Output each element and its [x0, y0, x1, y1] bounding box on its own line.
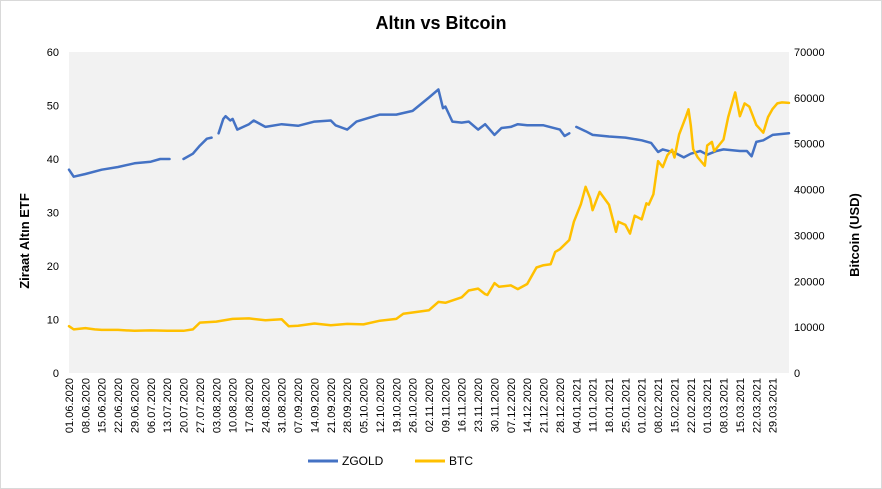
x-axis-ticks: 01.06.2020 08.06.2020 15.06.2020 22.06.2020… [64, 378, 780, 433]
x-tick-label: 14.12.2020 [522, 378, 534, 433]
x-tick-label: 14.09.2020 [309, 378, 321, 433]
x-tick-label: 08.03.2021 [719, 378, 731, 433]
x-tick-label: 21.09.2020 [326, 378, 338, 433]
x-tick-label: 12.10.2020 [375, 378, 387, 433]
chart-title: Altın vs Bitcoin [375, 13, 506, 33]
left-axis-ticks: 0 10 20 30 40 50 60 [47, 47, 59, 380]
right-axis-title: Bitcoin (USD) [847, 193, 862, 277]
x-tick-label: 26.10.2020 [408, 378, 420, 433]
right-tick-label: 20000 [794, 276, 825, 288]
x-tick-label: 04.01.2021 [571, 378, 583, 433]
series-line-zgold [182, 136, 213, 161]
x-tick-label: 01.02.2021 [637, 378, 649, 433]
x-tick-label: 17.08.2020 [244, 378, 256, 433]
series-line-zgold [217, 88, 571, 138]
right-tick-label: 70000 [794, 47, 825, 59]
legend-label-btc: BTC [449, 454, 473, 468]
right-axis-ticks: 0 10000 20000 30000 40000 50000 60000 70000 [794, 47, 825, 380]
right-tick-label: 30000 [794, 230, 825, 242]
left-tick-label: 40 [47, 154, 59, 166]
right-tick-label: 10000 [794, 322, 825, 334]
series-line-zgold [575, 125, 791, 159]
x-tick-label: 31.08.2020 [277, 378, 289, 433]
x-tick-label: 15.06.2020 [97, 378, 109, 433]
left-tick-label: 0 [53, 368, 59, 380]
x-tick-label: 15.03.2021 [735, 378, 747, 433]
x-tick-label: 29.03.2021 [768, 378, 780, 433]
series-layer [67, 88, 791, 333]
x-tick-label: 25.01.2021 [620, 378, 632, 433]
left-tick-label: 10 [47, 315, 59, 327]
x-tick-label: 29.06.2020 [129, 378, 141, 433]
x-tick-label: 06.07.2020 [146, 378, 158, 433]
left-axis-title: Ziraat Altın ETF [17, 193, 32, 289]
right-tick-label: 60000 [794, 93, 825, 105]
x-tick-label: 05.10.2020 [359, 378, 371, 433]
x-tick-label: 01.03.2021 [702, 378, 714, 433]
series-line-zgold [67, 157, 171, 178]
plot-area [69, 52, 789, 373]
left-tick-label: 60 [47, 47, 59, 59]
left-tick-label: 30 [47, 208, 59, 220]
legend: ZGOLD BTC [308, 454, 473, 468]
x-tick-label: 22.02.2021 [686, 378, 698, 433]
x-tick-label: 18.01.2021 [604, 378, 616, 433]
x-tick-label: 09.11.2020 [440, 378, 452, 432]
x-tick-label: 20.07.2020 [179, 378, 191, 433]
left-tick-label: 50 [47, 101, 59, 113]
x-tick-label: 07.12.2020 [506, 378, 518, 433]
x-tick-label: 01.06.2020 [64, 378, 76, 433]
x-tick-label: 28.09.2020 [342, 378, 354, 433]
x-tick-label: 07.09.2020 [293, 378, 305, 433]
x-tick-label: 02.11.2020 [424, 378, 436, 432]
right-tick-label: 50000 [794, 139, 825, 151]
x-tick-label: 11.01.2021 [588, 378, 600, 432]
x-tick-label: 15.02.2021 [669, 378, 681, 433]
x-tick-label: 22.03.2021 [751, 378, 763, 433]
x-tick-label: 16.11.2020 [457, 378, 469, 432]
right-tick-label: 0 [794, 368, 800, 380]
x-tick-label: 22.06.2020 [113, 378, 125, 433]
legend-label-zgold: ZGOLD [342, 454, 384, 468]
x-tick-label: 03.08.2020 [211, 378, 223, 433]
x-tick-label: 10.08.2020 [228, 378, 240, 433]
x-tick-label: 24.08.2020 [260, 378, 272, 433]
x-tick-label: 21.12.2020 [539, 378, 551, 433]
series-line-btc [67, 91, 791, 333]
x-tick-label: 27.07.2020 [195, 378, 207, 433]
right-tick-label: 40000 [794, 185, 825, 197]
x-tick-label: 23.11.2020 [473, 378, 485, 432]
x-tick-label: 30.11.2020 [489, 378, 501, 432]
x-tick-label: 19.10.2020 [391, 378, 403, 433]
x-tick-label: 28.12.2020 [555, 378, 567, 433]
x-tick-label: 08.06.2020 [80, 378, 92, 433]
x-tick-label: 13.07.2020 [162, 378, 174, 433]
left-tick-label: 20 [47, 261, 59, 273]
x-tick-label: 08.02.2021 [653, 378, 665, 433]
